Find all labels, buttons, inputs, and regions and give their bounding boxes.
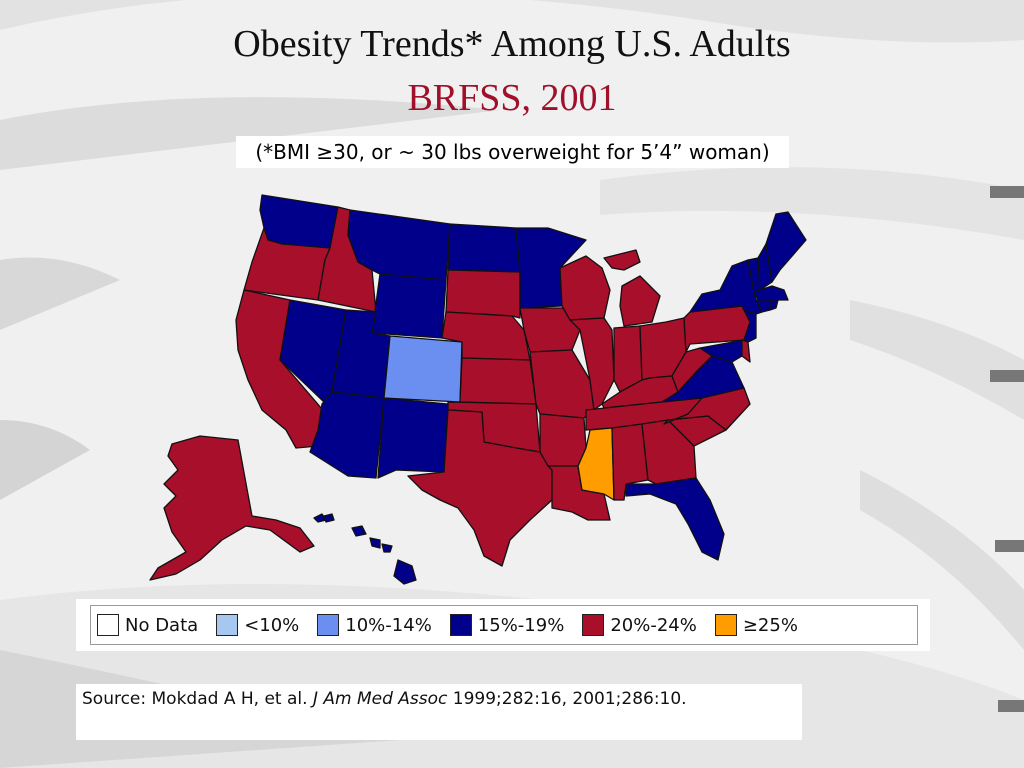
source-suffix: 1999;282:16, 2001;286:10. <box>447 689 687 709</box>
state-washington <box>259 194 339 249</box>
legend-label: No Data <box>125 614 199 636</box>
source-citation: Source: Mokdad A H, et al. J Am Med Asso… <box>76 684 802 740</box>
legend-swatch <box>714 614 737 636</box>
state-michigan <box>603 249 661 327</box>
state-hawaii <box>313 513 417 585</box>
map-legend: No Data <10% 10%-14% 15%-19% 20%-24% ≥25… <box>76 599 930 651</box>
state-wyoming <box>371 273 447 339</box>
page-title: Obesity Trends* Among U.S. Adults <box>233 23 791 65</box>
page-subtitle: BRFSS, 2001 <box>407 77 617 119</box>
us-obesity-map <box>149 194 807 585</box>
legend-label: <10% <box>244 614 300 636</box>
state-maryland <box>699 339 745 363</box>
state-delaware <box>741 339 751 363</box>
legend-swatch <box>97 614 119 636</box>
bmi-footnote: (*BMI ≥30, or ~ 30 lbs overweight for 5’… <box>236 136 789 168</box>
state-maine <box>765 211 807 283</box>
state-missouri <box>529 349 595 419</box>
legend-label: 20%-24% <box>610 614 697 636</box>
legend-swatch <box>582 614 605 636</box>
legend-item-20-24: 20%-24% <box>582 614 697 636</box>
legend-item-15-19: 15%-19% <box>449 614 565 636</box>
state-rhode-island <box>769 299 779 311</box>
legend-swatch <box>317 614 340 636</box>
state-arkansas <box>539 413 587 467</box>
state-north-dakota <box>447 223 521 273</box>
legend-box: No Data <10% 10%-14% 15%-19% 20%-24% ≥25… <box>90 605 918 645</box>
state-massachusetts <box>753 285 789 301</box>
legend-label: 15%-19% <box>477 614 565 636</box>
state-colorado <box>383 335 463 403</box>
state-wisconsin <box>559 255 611 321</box>
source-journal: J Am Med Assoc <box>312 689 448 709</box>
state-arizona <box>309 391 385 479</box>
legend-item-10-14: 10%-14% <box>317 614 432 636</box>
state-kansas <box>459 357 537 405</box>
state-new-mexico <box>377 397 449 479</box>
state-texas <box>407 409 553 567</box>
legend-item-ge25: ≥25% <box>714 614 798 636</box>
legend-label: 10%-14% <box>345 614 432 636</box>
legend-label: ≥25% <box>742 614 798 636</box>
state-florida <box>625 477 725 561</box>
legend-swatch <box>216 614 239 636</box>
state-south-dakota <box>445 269 521 319</box>
legend-item-no-data: No Data <box>97 614 198 636</box>
source-prefix: Source: Mokdad A H, et al. <box>82 689 313 709</box>
state-alaska <box>149 435 315 581</box>
legend-item-lt10: <10% <box>216 614 299 636</box>
legend-swatch <box>449 614 472 636</box>
state-north-carolina <box>663 387 751 431</box>
